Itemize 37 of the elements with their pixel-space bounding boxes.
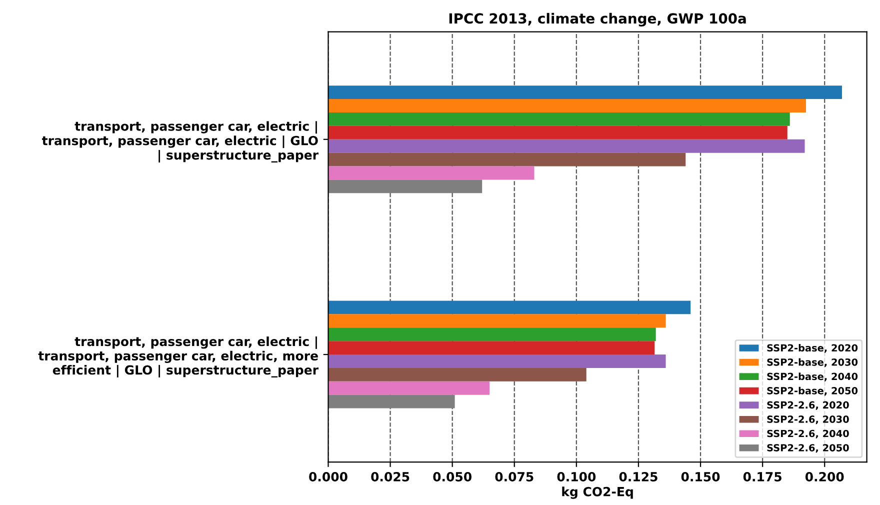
legend-label: SSP2-base, 2020 bbox=[767, 344, 858, 353]
legend-label: SSP2-base, 2040 bbox=[767, 372, 858, 382]
x-tick-label: 0.050 bbox=[433, 472, 472, 482]
bar bbox=[328, 354, 666, 368]
bar bbox=[328, 368, 586, 382]
x-tick-label: 0.150 bbox=[681, 472, 720, 482]
bar bbox=[328, 99, 806, 112]
chart-title: IPCC 2013, climate change, GWP 100a bbox=[449, 12, 746, 26]
legend-label: SSP2-base, 2050 bbox=[767, 386, 858, 396]
x-tick-label: 0.175 bbox=[743, 472, 782, 482]
y-tick-label: transport, passenger car, electric | transport, passenger car, electric | GLO | superstructure_paper bbox=[42, 121, 318, 162]
x-tick-label: 0.025 bbox=[371, 472, 410, 482]
bar bbox=[328, 112, 790, 126]
x-tick-label: 0.200 bbox=[805, 472, 844, 482]
legend-label: SSP2-2.6, 2020 bbox=[767, 401, 849, 410]
bar bbox=[328, 180, 482, 194]
bar bbox=[328, 139, 805, 153]
bar bbox=[328, 314, 666, 328]
legend-label: SSP2-2.6, 2040 bbox=[767, 430, 849, 438]
x-axis-title: kg CO2-Eq bbox=[562, 486, 633, 499]
bar bbox=[328, 166, 534, 180]
bar bbox=[328, 300, 691, 314]
legend-label: SSP2-2.6, 2030 bbox=[767, 416, 849, 424]
legend-label: SSP2-2.6, 2050 bbox=[767, 444, 849, 453]
x-tick-label: 0.100 bbox=[557, 472, 596, 482]
x-tick-label: 0.125 bbox=[619, 472, 658, 482]
bar bbox=[328, 381, 490, 395]
x-tick-label: 0.000 bbox=[309, 472, 348, 482]
bar bbox=[328, 86, 842, 100]
bar bbox=[328, 394, 455, 408]
bar bbox=[328, 341, 655, 355]
y-tick-label: transport, passenger car, electric | transport, passenger car, electric, more efficient | GLO | superstructure_paper bbox=[38, 336, 318, 378]
bar bbox=[328, 126, 788, 140]
bar bbox=[328, 152, 686, 166]
legend-label: SSP2-base, 2030 bbox=[767, 358, 858, 368]
x-tick-label: 0.075 bbox=[495, 472, 534, 482]
bar bbox=[328, 328, 656, 342]
